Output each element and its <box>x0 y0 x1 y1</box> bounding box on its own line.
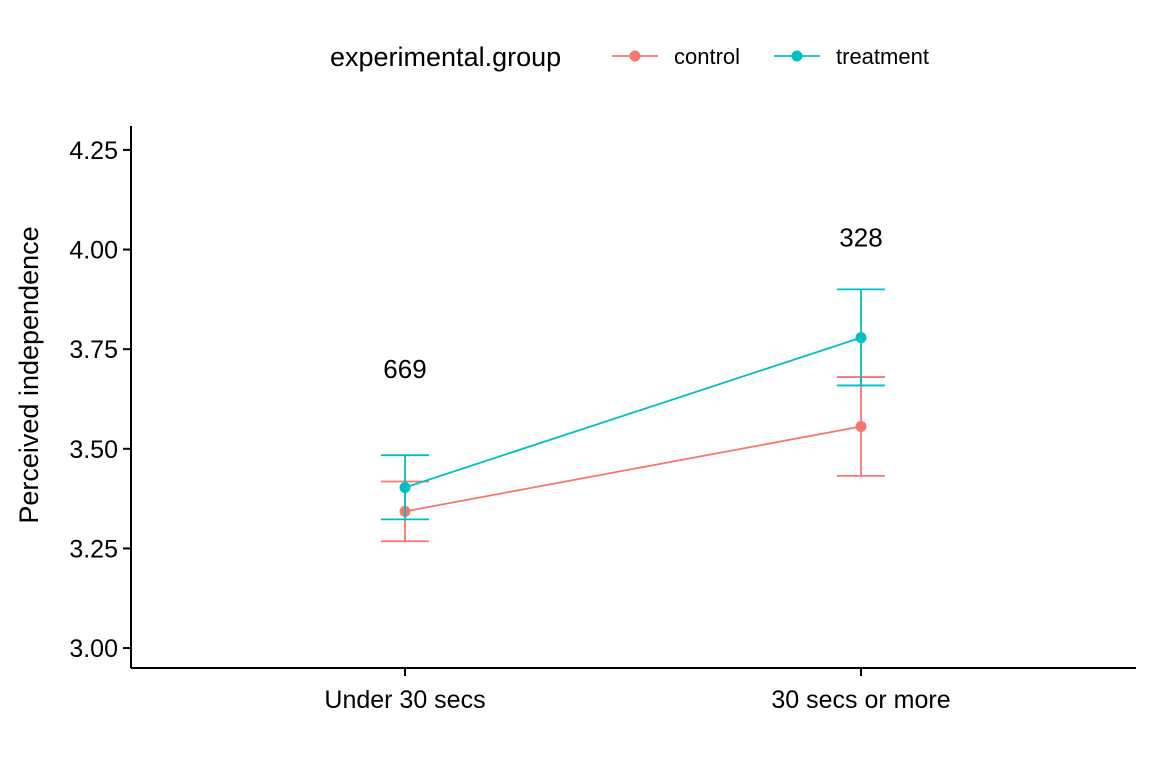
legend-label-control: control <box>674 44 740 69</box>
x-tick-label: Under 30 secs <box>324 686 485 714</box>
data-point-control <box>855 420 867 432</box>
y-tick-label: 4.25 <box>69 137 118 165</box>
plot-area: 669 328 <box>381 223 885 543</box>
legend-title: experimental.group <box>330 42 561 72</box>
y-tick-label: 3.25 <box>69 535 118 563</box>
series-control <box>381 376 885 543</box>
series-line-treatment <box>404 336 862 489</box>
count-annotation: 669 <box>383 354 426 384</box>
data-point-treatment <box>855 332 867 344</box>
legend-label-treatment: treatment <box>836 44 929 69</box>
legend-key-point-control <box>629 50 641 62</box>
data-point-treatment <box>399 481 411 493</box>
series-treatment <box>381 288 885 521</box>
count-annotation: 328 <box>839 223 882 253</box>
y-tick-label: 3.50 <box>69 436 118 464</box>
x-ticks: Under 30 secs 30 secs or more <box>324 668 951 714</box>
axes: Perceived independence <box>14 126 1136 669</box>
x-tick-label: 30 secs or more <box>771 686 950 714</box>
legend-key-point-treatment <box>791 50 803 62</box>
y-tick-label: 3.75 <box>69 336 118 364</box>
y-ticks: 3.00 3.25 3.50 3.75 4.00 4.25 <box>69 137 131 663</box>
y-tick-label: 4.00 <box>69 237 118 265</box>
series-line-control <box>404 425 862 513</box>
y-axis-title: Perceived independence <box>14 226 44 523</box>
y-tick-label: 3.00 <box>69 635 118 663</box>
legend: experimental.group control treatment <box>330 42 929 72</box>
